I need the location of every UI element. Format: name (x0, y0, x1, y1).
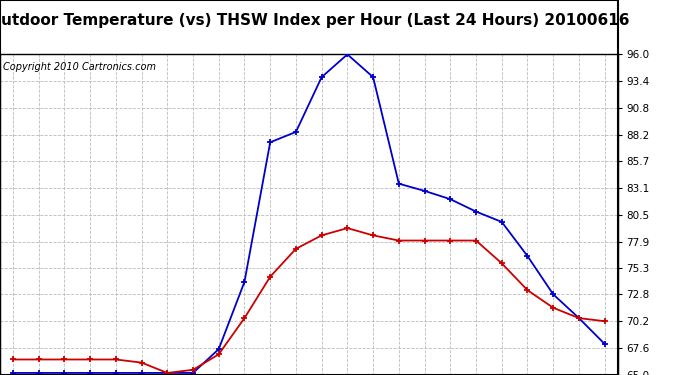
Text: Copyright 2010 Cartronics.com: Copyright 2010 Cartronics.com (3, 62, 156, 72)
Text: Outdoor Temperature (vs) THSW Index per Hour (Last 24 Hours) 20100616: Outdoor Temperature (vs) THSW Index per … (0, 13, 630, 28)
